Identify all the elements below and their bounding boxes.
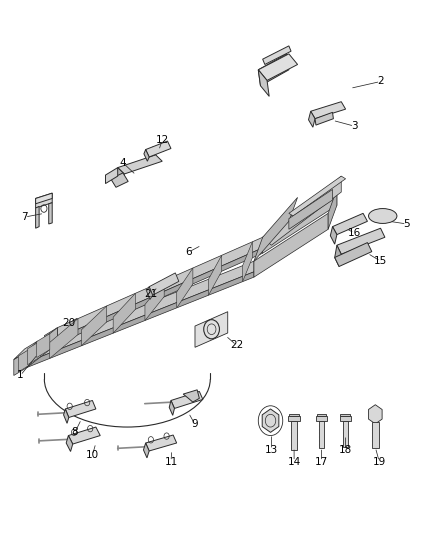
Text: 17: 17 xyxy=(315,457,328,466)
Polygon shape xyxy=(81,306,107,346)
Polygon shape xyxy=(28,341,41,365)
Polygon shape xyxy=(258,54,289,86)
Text: 15: 15 xyxy=(374,256,387,266)
Polygon shape xyxy=(111,173,128,187)
Polygon shape xyxy=(144,443,149,458)
Polygon shape xyxy=(35,206,39,228)
Text: 12: 12 xyxy=(155,135,169,145)
Polygon shape xyxy=(18,348,32,372)
Polygon shape xyxy=(332,213,367,235)
Polygon shape xyxy=(66,435,73,451)
Polygon shape xyxy=(49,319,78,359)
Text: 22: 22 xyxy=(230,340,243,350)
Polygon shape xyxy=(339,416,351,421)
Polygon shape xyxy=(65,400,96,417)
Text: 6: 6 xyxy=(185,247,192,257)
Polygon shape xyxy=(118,155,162,174)
Polygon shape xyxy=(372,422,379,448)
Polygon shape xyxy=(113,293,135,333)
Text: 13: 13 xyxy=(265,445,278,455)
Polygon shape xyxy=(254,197,297,261)
Polygon shape xyxy=(57,248,263,344)
Polygon shape xyxy=(258,70,269,96)
Polygon shape xyxy=(183,390,199,402)
Polygon shape xyxy=(64,409,69,423)
Polygon shape xyxy=(147,287,152,300)
Polygon shape xyxy=(262,409,279,432)
Polygon shape xyxy=(146,141,171,157)
Polygon shape xyxy=(288,416,300,421)
Polygon shape xyxy=(311,102,346,119)
Text: 21: 21 xyxy=(145,289,158,299)
Polygon shape xyxy=(308,111,315,127)
Polygon shape xyxy=(149,273,179,295)
Text: 5: 5 xyxy=(403,219,410,229)
Polygon shape xyxy=(337,228,385,254)
Text: 20: 20 xyxy=(62,318,75,328)
Text: 8: 8 xyxy=(71,427,78,438)
Polygon shape xyxy=(243,242,252,281)
Polygon shape xyxy=(263,46,291,64)
Polygon shape xyxy=(14,341,38,360)
Polygon shape xyxy=(14,352,27,375)
Polygon shape xyxy=(35,193,52,204)
Polygon shape xyxy=(315,112,333,125)
Polygon shape xyxy=(169,400,174,415)
Polygon shape xyxy=(317,414,326,416)
Text: 3: 3 xyxy=(351,121,358,131)
Polygon shape xyxy=(27,261,254,362)
Text: 7: 7 xyxy=(21,212,28,222)
Polygon shape xyxy=(37,334,50,358)
Polygon shape xyxy=(289,176,346,216)
Polygon shape xyxy=(35,193,52,208)
Polygon shape xyxy=(171,391,203,408)
Polygon shape xyxy=(368,405,382,424)
Polygon shape xyxy=(44,328,57,352)
Polygon shape xyxy=(330,227,337,244)
Polygon shape xyxy=(343,421,348,447)
Text: 4: 4 xyxy=(120,158,126,168)
Text: 2: 2 xyxy=(377,77,384,86)
Polygon shape xyxy=(291,421,297,450)
Polygon shape xyxy=(316,416,327,421)
Polygon shape xyxy=(328,189,337,229)
Polygon shape xyxy=(146,435,177,451)
Polygon shape xyxy=(27,272,254,368)
Text: 9: 9 xyxy=(192,419,198,430)
Ellipse shape xyxy=(368,208,397,223)
Polygon shape xyxy=(208,255,222,295)
Polygon shape xyxy=(335,245,341,266)
Text: 14: 14 xyxy=(287,457,301,466)
Polygon shape xyxy=(27,328,57,368)
Polygon shape xyxy=(254,213,328,277)
Polygon shape xyxy=(106,167,118,183)
Polygon shape xyxy=(263,189,337,253)
Text: 11: 11 xyxy=(164,457,177,466)
Text: 18: 18 xyxy=(339,445,352,455)
Text: 16: 16 xyxy=(348,228,361,238)
Polygon shape xyxy=(57,237,263,338)
Polygon shape xyxy=(263,176,341,245)
Polygon shape xyxy=(258,54,297,80)
Polygon shape xyxy=(319,421,324,448)
Polygon shape xyxy=(195,312,228,348)
Polygon shape xyxy=(68,427,100,444)
Text: 19: 19 xyxy=(373,457,386,466)
Text: 1: 1 xyxy=(17,370,24,381)
Polygon shape xyxy=(145,281,164,320)
Polygon shape xyxy=(289,189,332,229)
Polygon shape xyxy=(289,414,299,416)
Polygon shape xyxy=(340,414,350,416)
Polygon shape xyxy=(144,150,149,161)
Text: 10: 10 xyxy=(86,450,99,460)
Polygon shape xyxy=(335,243,372,266)
Polygon shape xyxy=(49,203,52,224)
Polygon shape xyxy=(177,268,193,308)
Polygon shape xyxy=(116,167,124,183)
